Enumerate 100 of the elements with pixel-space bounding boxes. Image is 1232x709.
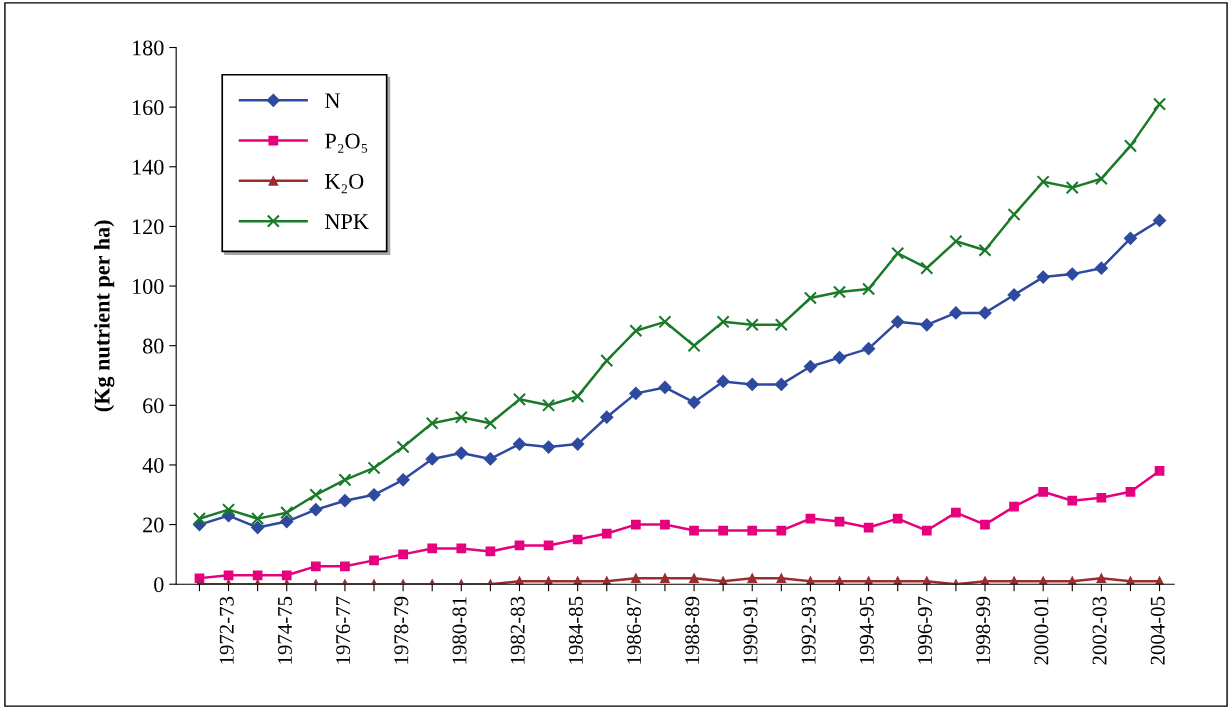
point [1152,213,1167,228]
x-tick-label: 1992-93 [801,596,816,664]
legend-label: P₂O₅ [325,133,368,153]
point [251,520,265,535]
point [803,291,818,305]
x-tick-label: 1982-83 [510,596,525,664]
point [367,461,381,475]
x-tick-label: 1990-91 [743,597,758,664]
point [310,561,321,572]
point [920,261,934,275]
point [280,515,294,529]
y-axis-title: (Kg nutrient per ha) [94,220,115,412]
point [192,512,207,526]
point [951,507,961,518]
point [280,506,294,520]
x-tick-label: 1996-97 [918,596,933,664]
y-tick-label: 160 [132,100,164,116]
x-tick-label: 1984-85 [568,596,583,664]
point [425,452,439,466]
y-tick-label: 20 [143,517,164,533]
y-tick-label: 80 [143,338,164,354]
point [745,318,759,332]
y-tick-label: 140 [132,159,164,175]
point [512,392,527,406]
point [572,534,583,545]
x-tick-label: 2004-05 [1150,596,1165,665]
y-tick-label: 100 [132,278,164,294]
point [687,339,701,353]
point [1007,288,1021,302]
point [862,282,876,296]
point [716,315,730,329]
point [483,452,497,466]
point [978,243,992,257]
point [832,285,847,299]
point [1009,501,1019,512]
point [1152,97,1167,111]
point [1094,172,1108,186]
point [1123,139,1138,153]
point [980,519,990,530]
point [921,525,932,536]
point [660,573,670,584]
point [747,573,758,584]
point [832,351,847,365]
point [716,374,730,389]
x-tick-label: 1986-87 [627,596,642,664]
point [1125,486,1136,497]
x-tick-label: 1994-95 [859,596,874,664]
point [369,555,379,566]
point [221,503,236,517]
point [309,503,323,517]
point [1038,486,1049,497]
point [427,543,438,554]
point [1065,267,1079,281]
point [687,395,701,409]
x-tick-label: 1980-81 [452,597,467,664]
point [600,410,614,424]
point [718,525,729,536]
point [774,377,788,392]
point [658,315,672,329]
point [1123,231,1138,245]
point [660,519,670,530]
point [630,573,641,584]
point [396,473,410,487]
point [425,416,439,430]
point [689,573,699,584]
x-tick-label: 1998-99 [976,596,991,664]
point [601,528,612,539]
y-tick-label: 120 [132,219,164,235]
point [571,437,585,451]
point [338,473,352,487]
point [862,342,876,356]
point [1065,181,1079,195]
point [309,488,323,502]
point [747,525,758,536]
point [483,416,497,430]
point [630,519,641,530]
point [891,246,905,260]
point [1036,175,1050,189]
point [920,318,934,332]
point [252,570,263,581]
point [1096,492,1107,503]
point [629,324,643,338]
point [776,573,787,584]
point [541,398,556,412]
point [512,437,527,451]
point [600,353,614,368]
point [281,570,292,581]
point [689,525,699,536]
point [949,306,963,320]
point [774,318,788,332]
point [541,440,556,454]
point [456,543,467,554]
point [803,359,818,374]
point [454,410,468,424]
point [1067,495,1078,506]
point [338,494,352,508]
point [949,234,963,248]
x-tick-label: 1972-73 [219,596,234,664]
point [1007,207,1021,222]
point [396,440,410,454]
